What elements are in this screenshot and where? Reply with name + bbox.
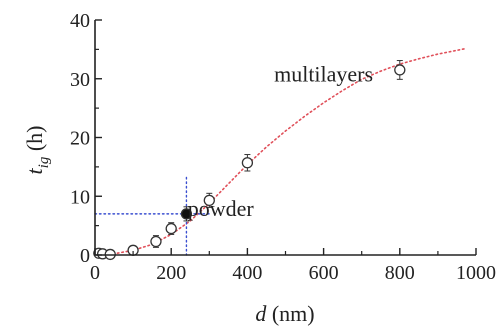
data-point-filled: [180, 208, 193, 220]
axis-frame: [94, 20, 476, 256]
x-axis-unit: (nm): [266, 301, 314, 326]
data-point: [241, 157, 254, 169]
x-tick-label: 200: [156, 262, 186, 284]
annotation-multilayers: multilayers: [274, 62, 373, 87]
x-tick-label: 800: [385, 262, 415, 284]
y-tick-label: 10: [70, 186, 90, 208]
x-axis-var: d: [255, 301, 267, 326]
x-tick-label: 0: [90, 262, 100, 284]
annotations: multilayers powder: [188, 62, 373, 222]
y-axis-subscript: ig: [36, 156, 52, 168]
y-tick-label: 30: [70, 69, 90, 91]
data-point: [203, 194, 215, 207]
data-point: [165, 222, 177, 235]
tick-labels: 0 200 400 600 800 1000 0 10 20 30 40: [70, 10, 496, 284]
x-tick-label: 600: [309, 262, 339, 284]
data-point: [150, 235, 162, 248]
y-tick-label: 20: [70, 128, 90, 150]
axes: [94, 19, 477, 256]
y-tick-label: 0: [80, 245, 90, 267]
x-axis-title: d (nm): [255, 301, 314, 326]
x-tick-label: 400: [232, 262, 262, 284]
annotation-powder: powder: [188, 196, 255, 221]
y-axis-title: tig (h): [22, 126, 52, 175]
y-axis-unit: (h): [22, 126, 47, 157]
y-tick-label: 40: [70, 10, 90, 32]
data-point: [394, 64, 406, 76]
x-tick-label: 1000: [456, 262, 496, 284]
y-axis-var: t: [22, 167, 47, 174]
